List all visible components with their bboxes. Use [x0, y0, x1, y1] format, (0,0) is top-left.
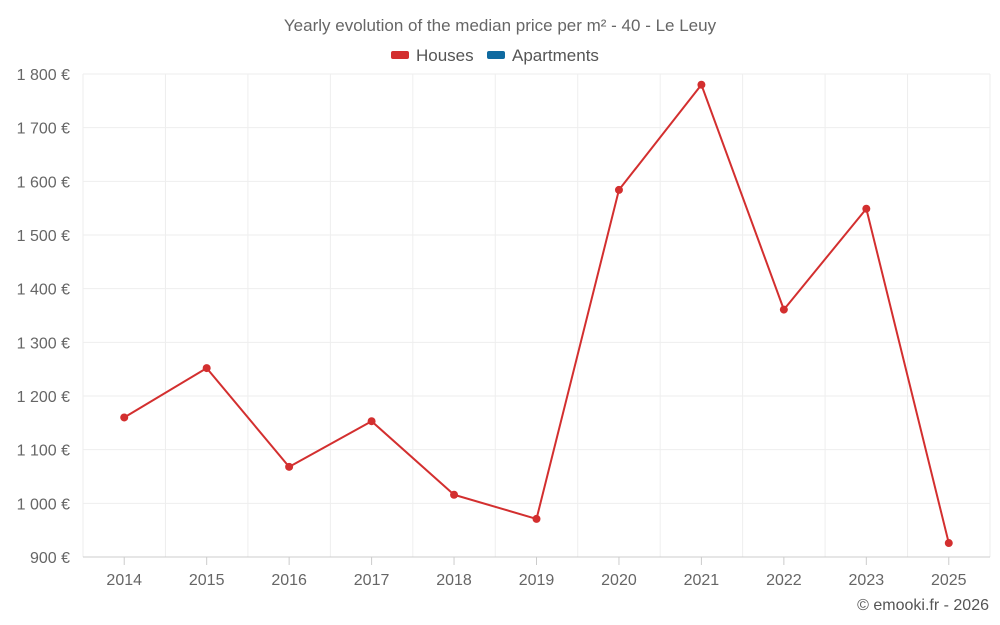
- legend-swatch-houses: [391, 51, 409, 59]
- x-tick-label: 2018: [436, 572, 472, 589]
- data-point-houses-2014[interactable]: [120, 413, 129, 422]
- x-axis-ticks: 2014 2015 2016 2017 2018 2019 2020 2021 2022 2023…: [106, 557, 967, 589]
- y-tick-label: 1 300 €: [17, 335, 70, 352]
- data-point-houses-2022[interactable]: [779, 305, 788, 314]
- data-point-houses-2016[interactable]: [285, 462, 294, 471]
- data-point-houses-2019[interactable]: [532, 514, 541, 523]
- y-tick-label: 1 800 €: [17, 67, 70, 84]
- y-tick-label: 900 €: [30, 550, 70, 567]
- series: [120, 80, 953, 548]
- legend-label-houses: Houses: [416, 46, 474, 65]
- x-tick-label: 2014: [106, 572, 142, 589]
- x-tick-label: 2016: [271, 572, 307, 589]
- data-point-houses-2018[interactable]: [450, 490, 459, 499]
- legend: Houses Apartments: [391, 46, 599, 65]
- y-tick-label: 1 200 €: [17, 389, 70, 406]
- x-tick-label: 2015: [189, 572, 225, 589]
- y-tick-label: 1 700 €: [17, 121, 70, 138]
- legend-item-apartments[interactable]: Apartments: [487, 46, 599, 65]
- data-point-houses-2023[interactable]: [862, 204, 871, 213]
- data-point-houses-2025[interactable]: [944, 539, 953, 548]
- credit-text: © emooki.fr - 2026: [857, 597, 989, 614]
- grid: [82, 73, 991, 557]
- legend-label-apartments: Apartments: [512, 46, 599, 65]
- y-axis-ticks: 900 € 1 000 € 1 100 € 1 200 € 1 300 € 1 400 €…: [17, 67, 70, 567]
- y-tick-label: 1 400 €: [17, 282, 70, 299]
- data-point-houses-2021[interactable]: [697, 80, 706, 89]
- y-tick-label: 1 600 €: [17, 174, 70, 191]
- x-tick-label: 2025: [931, 572, 967, 589]
- x-tick-label: 2022: [766, 572, 802, 589]
- data-point-houses-2020[interactable]: [614, 185, 623, 194]
- legend-item-houses[interactable]: Houses: [391, 46, 474, 65]
- chart-title: Yearly evolution of the median price per…: [284, 16, 717, 35]
- data-point-houses-2015[interactable]: [202, 364, 211, 373]
- y-tick-label: 1 500 €: [17, 228, 70, 245]
- y-tick-label: 1 100 €: [17, 443, 70, 460]
- x-tick-label: 2017: [354, 572, 390, 589]
- data-point-houses-2017[interactable]: [367, 417, 376, 426]
- x-tick-label: 2023: [849, 572, 885, 589]
- y-tick-label: 1 000 €: [17, 496, 70, 513]
- legend-swatch-apartments: [487, 51, 505, 59]
- x-tick-label: 2019: [519, 572, 555, 589]
- x-tick-label: 2020: [601, 572, 637, 589]
- x-tick-label: 2021: [684, 572, 720, 589]
